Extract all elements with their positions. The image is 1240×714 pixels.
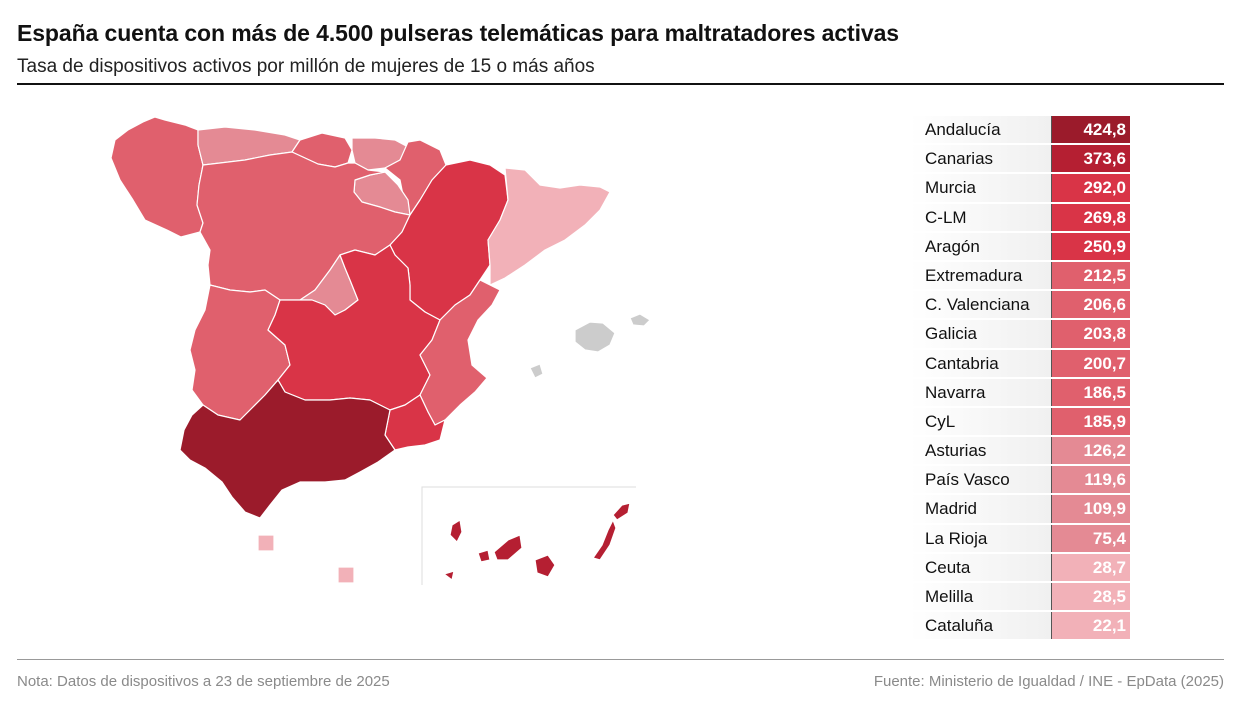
region-andalucia[interactable] (179, 379, 396, 519)
region-ibiza[interactable] (529, 363, 544, 379)
ranking-separator (1051, 320, 1052, 348)
ranking-separator (1051, 203, 1052, 231)
ranking-region-label: C-LM (910, 203, 1051, 231)
ranking-region-label: Extremadura (910, 261, 1051, 290)
ranking-value: 373,6 (1052, 145, 1130, 173)
ranking-separator (1051, 583, 1052, 611)
ranking-row: Murcia 292,0 (910, 174, 1130, 202)
chart-title: España cuenta con más de 4.500 pulseras … (17, 20, 899, 46)
ranking-row: CyL 185,9 (910, 407, 1130, 436)
region-canarias-tenerife[interactable] (493, 534, 523, 561)
ranking-value: 212,5 (1052, 261, 1130, 290)
ranking-row: Andalucía 424,8 (910, 116, 1130, 144)
footnote: Nota: Datos de dispositivos a 23 de sept… (17, 673, 390, 690)
spain-choropleth-map (110, 116, 651, 585)
ranking-separator (1051, 437, 1052, 465)
ranking-row: Navarra 186,5 (910, 378, 1130, 406)
region-canarias-fuerteventura[interactable] (592, 519, 617, 561)
region-mallorca[interactable] (574, 321, 616, 353)
ranking-region-label: Melilla (910, 583, 1051, 611)
ranking-value: 119,6 (1052, 466, 1130, 494)
ranking-value: 200,7 (1052, 349, 1130, 377)
ranking-separator (1051, 174, 1052, 202)
ranking-value: 203,8 (1052, 320, 1130, 348)
ranking-separator (1051, 145, 1052, 173)
ranking-value: 126,2 (1052, 437, 1130, 465)
ranking-row: País Vasco 119,6 (910, 466, 1130, 494)
ranking-row: Canarias 373,6 (910, 145, 1130, 173)
ranking-table: Andalucía 424,8 Canarias 373,6 Murcia 292,0 C-… (910, 116, 1130, 641)
ranking-region-label: Cantabria (910, 349, 1051, 377)
ranking-region-label: La Rioja (910, 524, 1051, 552)
ranking-row: Aragón 250,9 (910, 232, 1130, 260)
ranking-region-label: Ceuta (910, 553, 1051, 581)
canarias-inset-frame (421, 486, 636, 585)
ranking-value: 186,5 (1052, 378, 1130, 406)
ranking-separator (1051, 116, 1052, 144)
ranking-region-label: C. Valenciana (910, 291, 1051, 319)
region-canarias-gran-canaria[interactable] (534, 554, 556, 578)
ranking-separator (1051, 378, 1052, 406)
region-canarias-lanzarote[interactable] (612, 502, 631, 521)
ranking-separator (1051, 495, 1052, 523)
ranking-row: Melilla 28,5 (910, 583, 1130, 611)
ranking-separator (1051, 349, 1052, 377)
ranking-region-label: Canarias (910, 145, 1051, 173)
ranking-value: 269,8 (1052, 203, 1130, 231)
ranking-row: Ceuta 28,7 (910, 553, 1130, 581)
ranking-region-label: País Vasco (910, 466, 1051, 494)
region-melilla[interactable] (337, 566, 355, 584)
region-galicia[interactable] (110, 116, 204, 238)
ranking-value: 206,6 (1052, 291, 1130, 319)
ranking-value: 28,5 (1052, 583, 1130, 611)
footer-rule (17, 659, 1224, 660)
region-ceuta[interactable] (257, 534, 275, 552)
ranking-separator (1051, 407, 1052, 436)
ranking-row: Cantabria 200,7 (910, 349, 1130, 377)
region-canarias-la-palma[interactable] (449, 519, 463, 543)
ranking-region-label: Murcia (910, 174, 1051, 202)
ranking-row: Extremadura 212,5 (910, 261, 1130, 290)
header-rule (17, 83, 1224, 85)
ranking-value: 292,0 (1052, 174, 1130, 202)
ranking-value: 424,8 (1052, 116, 1130, 144)
ranking-region-label: Cataluña (910, 612, 1051, 640)
ranking-value: 250,9 (1052, 232, 1130, 260)
ranking-separator (1051, 553, 1052, 581)
ranking-row: Cataluña 22,1 (910, 612, 1130, 640)
source-credit: Fuente: Ministerio de Igualdad / INE - E… (873, 673, 1224, 690)
ranking-row: Galicia 203,8 (910, 320, 1130, 348)
region-canarias-la-gomera[interactable] (477, 549, 491, 563)
ranking-region-label: Navarra (910, 378, 1051, 406)
region-canarias-el-hierro[interactable] (443, 570, 455, 581)
region-c-valenciana[interactable] (419, 279, 501, 426)
ranking-row: C. Valenciana 206,6 (910, 291, 1130, 319)
ranking-value: 185,9 (1052, 407, 1130, 436)
ranking-region-label: Andalucía (910, 116, 1051, 144)
ranking-value: 109,9 (1052, 495, 1130, 523)
ranking-row: Madrid 109,9 (910, 495, 1130, 523)
ranking-separator (1051, 524, 1052, 552)
ranking-region-label: Galicia (910, 320, 1051, 348)
canarias-islands (443, 502, 631, 581)
ranking-separator (1051, 291, 1052, 319)
ranking-value: 28,7 (1052, 553, 1130, 581)
ranking-separator (1051, 232, 1052, 260)
ranking-separator (1051, 466, 1052, 494)
ranking-region-label: Aragón (910, 232, 1051, 260)
ranking-row: La Rioja 75,4 (910, 524, 1130, 552)
region-cataluna[interactable] (487, 167, 611, 286)
ranking-separator (1051, 612, 1052, 640)
ranking-region-label: Asturias (910, 437, 1051, 465)
ranking-separator (1051, 261, 1052, 290)
ranking-row: Asturias 126,2 (910, 437, 1130, 465)
chart-subtitle: Tasa de dispositivos activos por millón … (17, 56, 595, 77)
ranking-region-label: Madrid (910, 495, 1051, 523)
ranking-value: 22,1 (1052, 612, 1130, 640)
ranking-value: 75,4 (1052, 524, 1130, 552)
region-menorca[interactable] (629, 313, 651, 327)
ranking-row: C-LM 269,8 (910, 203, 1130, 231)
ranking-region-label: CyL (910, 407, 1051, 436)
